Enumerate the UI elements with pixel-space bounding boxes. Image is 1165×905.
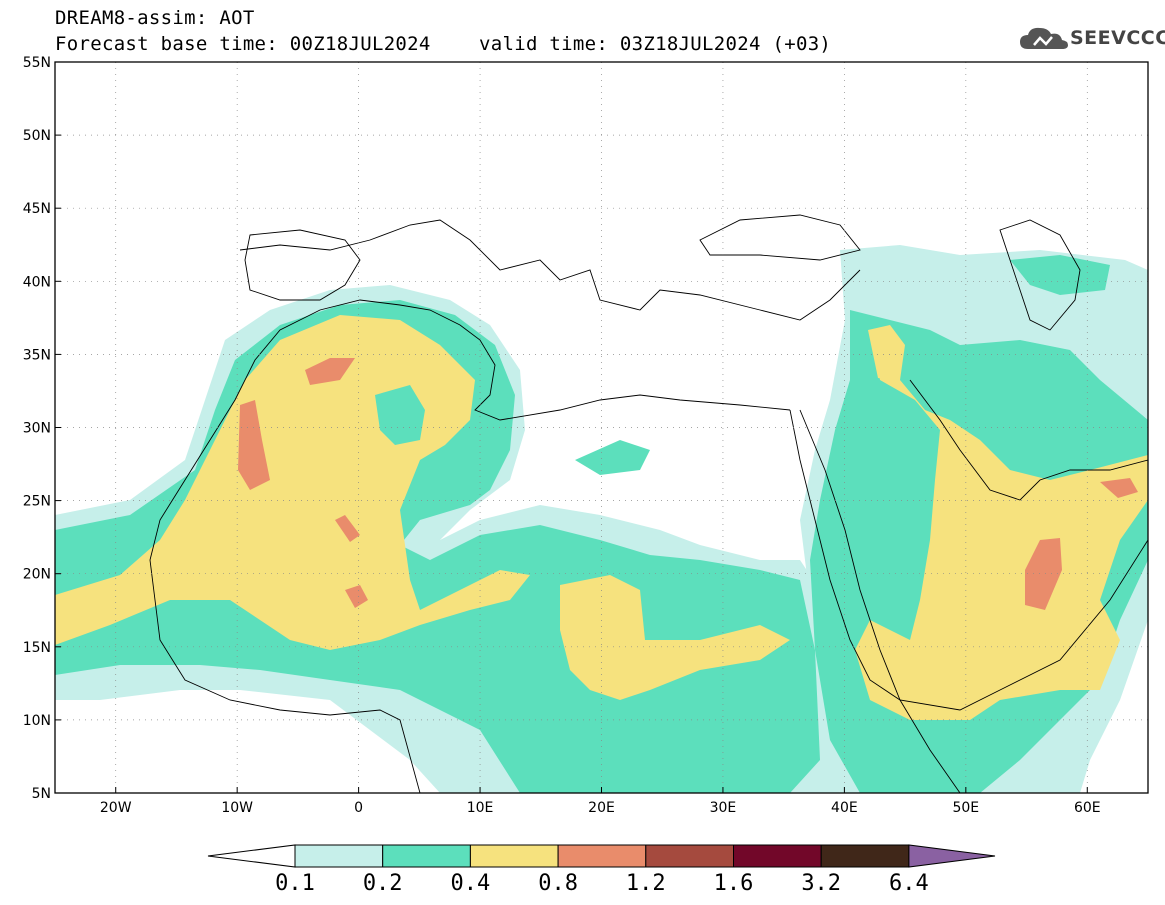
seevccc-logo: SEEVCCC [1018, 25, 1165, 51]
aot-hotspot-morocco [238, 400, 270, 490]
aot-contour-iraq-0.4 [868, 325, 905, 380]
aot-contour-libya-0.2 [375, 385, 425, 445]
aot-contour-caspian-0.2 [1010, 255, 1110, 295]
coastlines [149, 214, 1148, 793]
lon-label: 50E [952, 800, 979, 816]
lat-label: 50N [23, 128, 51, 144]
aot-hotspot-oman [1025, 538, 1062, 610]
lon-label: 60E [1074, 800, 1101, 816]
lon-label: 10E [467, 800, 494, 816]
coast-east-africa [899, 699, 961, 793]
logo-text: SEEVCCC [1070, 27, 1165, 49]
colorbar: 0.1 0.2 0.4 0.8 1.2 1.6 3.2 6.4 [207, 844, 996, 896]
coast-caspian [999, 219, 1081, 331]
colorbar-under-triangle [207, 844, 296, 868]
aot-hotspot-algeria [305, 358, 355, 385]
colorbar-label: 0.4 [451, 871, 491, 896]
aot-hotspot-uae [1100, 478, 1138, 498]
aot-field [55, 62, 1148, 793]
aot-contour-east-0.4 [855, 330, 1148, 720]
colorbar-label: 1.6 [714, 871, 754, 896]
colorbar-bin [733, 844, 822, 868]
lat-label: 40N [23, 274, 51, 290]
lat-label: 30N [23, 421, 51, 437]
coast-black-sea [699, 214, 861, 261]
lat-label: 35N [23, 347, 51, 363]
axis-ticks [55, 61, 1088, 794]
colorbar-bin [382, 844, 471, 868]
colorbar-label: 3.2 [801, 871, 841, 896]
lat-label: 20N [23, 567, 51, 583]
colorbar-bin [469, 844, 559, 868]
lat-label: 55N [23, 55, 51, 71]
aot-contour-central-0.4 [560, 575, 790, 700]
map-grid [55, 62, 1148, 793]
colorbar-label: 0.8 [538, 871, 578, 896]
coast-africa-north [149, 299, 791, 561]
coast-africa-west [149, 559, 421, 793]
lat-label: 25N [23, 494, 51, 510]
colorbar-over-triangle [908, 844, 996, 868]
cloud-icon [1020, 27, 1068, 49]
map-title: DREAM8-assim: AOT [55, 7, 255, 29]
longitude-labels: 20W 10W 0 10E 20E 30E 40E 50E 60E [100, 800, 1101, 816]
lon-label: 20W [100, 800, 132, 816]
latitude-labels: 55N 50N 45N 40N 35N 30N 25N 20N 15N 10N 5N [23, 55, 51, 802]
colorbar-label: 0.1 [275, 871, 315, 896]
colorbar-bin [557, 844, 647, 868]
colorbar-label: 1.2 [626, 871, 666, 896]
lat-label: 10N [23, 713, 51, 729]
coast-europe [239, 219, 861, 321]
lon-label: 10W [221, 800, 253, 816]
lon-label: 30E [710, 800, 737, 816]
colorbar-bin [294, 844, 384, 868]
lat-label: 45N [23, 201, 51, 217]
valid-time: valid time: 03Z18JUL2024 (+03) [479, 33, 832, 55]
lat-label: 15N [23, 640, 51, 656]
aot-hotspot-mali [335, 515, 360, 542]
colorbar-label: 6.4 [889, 871, 929, 896]
lat-label: 5N [32, 786, 51, 802]
colorbar-bin [645, 844, 734, 868]
lon-label: 40E [831, 800, 858, 816]
colorbar-bin [820, 844, 910, 868]
aot-hotspot-niger [345, 585, 368, 608]
lon-label: 20E [588, 800, 615, 816]
colorbar-label: 0.2 [363, 871, 403, 896]
coast-iberia [244, 229, 361, 301]
coast-gulf [909, 379, 1148, 501]
forecast-base-time: Forecast base time: 00Z18JUL2024 [55, 33, 431, 55]
coast-red-sea [789, 409, 901, 701]
lon-label: 0 [354, 800, 363, 816]
aot-contour-egypt-0.2 [575, 440, 650, 475]
